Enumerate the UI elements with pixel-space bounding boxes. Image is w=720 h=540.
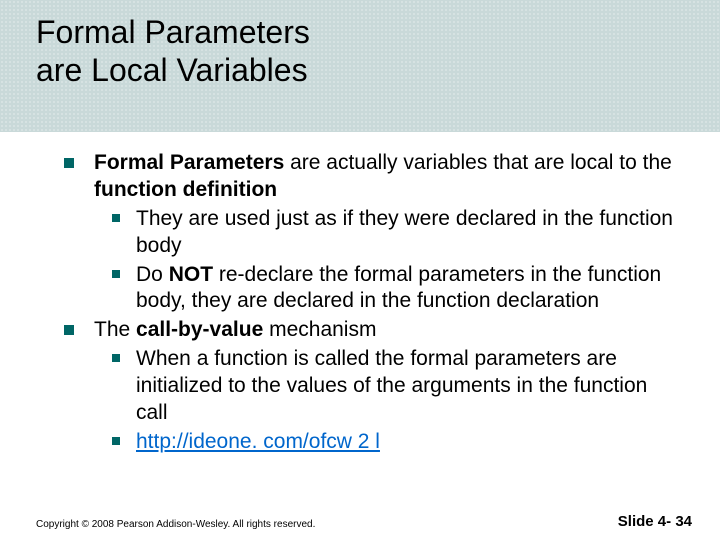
- square-bullet-icon: [112, 437, 120, 445]
- hyperlink[interactable]: http://ideone. com/ofcw 2 l: [136, 430, 380, 453]
- square-bullet-icon: [112, 214, 120, 222]
- sub-bullet-item: Do NOT re-declare the formal parameters …: [112, 262, 674, 316]
- bullet-item: Formal Parameters are actually variables…: [64, 150, 674, 204]
- square-bullet-icon: [64, 325, 74, 335]
- bullet-item: The call-by-value mechanism: [64, 317, 674, 344]
- slide-body: Formal Parameters are actually variables…: [64, 150, 674, 458]
- title-line-2: are Local Variables: [36, 52, 720, 90]
- plain-text: mechanism: [263, 318, 376, 341]
- bullet-text: The call-by-value mechanism: [94, 317, 376, 344]
- plain-text: The: [94, 318, 136, 341]
- plain-text: are actually variables that are local to…: [284, 151, 672, 174]
- bold-text: function definition: [94, 178, 277, 201]
- bullet-text: Do NOT re-declare the formal parameters …: [136, 262, 674, 316]
- square-bullet-icon: [64, 158, 74, 168]
- sub-bullet-item: http://ideone. com/ofcw 2 l: [112, 429, 674, 456]
- title-line-1: Formal Parameters: [36, 14, 720, 52]
- plain-text: re-declare the formal parameters in the …: [136, 263, 661, 313]
- bold-text: call-by-value: [136, 318, 263, 341]
- sub-bullet-item: When a function is called the formal par…: [112, 346, 674, 427]
- square-bullet-icon: [112, 354, 120, 362]
- slide: Formal Parameters are Local Variables Fo…: [0, 0, 720, 540]
- slide-number: Slide 4- 34: [618, 513, 692, 530]
- bullet-text: They are used just as if they were decla…: [136, 206, 674, 260]
- square-bullet-icon: [112, 270, 120, 278]
- title-band: Formal Parameters are Local Variables: [0, 0, 720, 132]
- sub-bullet-item: They are used just as if they were decla…: [112, 206, 674, 260]
- copyright-text: Copyright © 2008 Pearson Addison-Wesley.…: [36, 519, 315, 530]
- slide-title: Formal Parameters are Local Variables: [36, 14, 720, 90]
- bullet-text: When a function is called the formal par…: [136, 346, 674, 427]
- bold-text: NOT: [169, 263, 213, 286]
- bullet-text: Formal Parameters are actually variables…: [94, 150, 674, 204]
- bold-text: Formal Parameters: [94, 151, 284, 174]
- slide-footer: Copyright © 2008 Pearson Addison-Wesley.…: [36, 513, 692, 530]
- bullet-text: http://ideone. com/ofcw 2 l: [136, 429, 380, 456]
- plain-text: Do: [136, 263, 169, 286]
